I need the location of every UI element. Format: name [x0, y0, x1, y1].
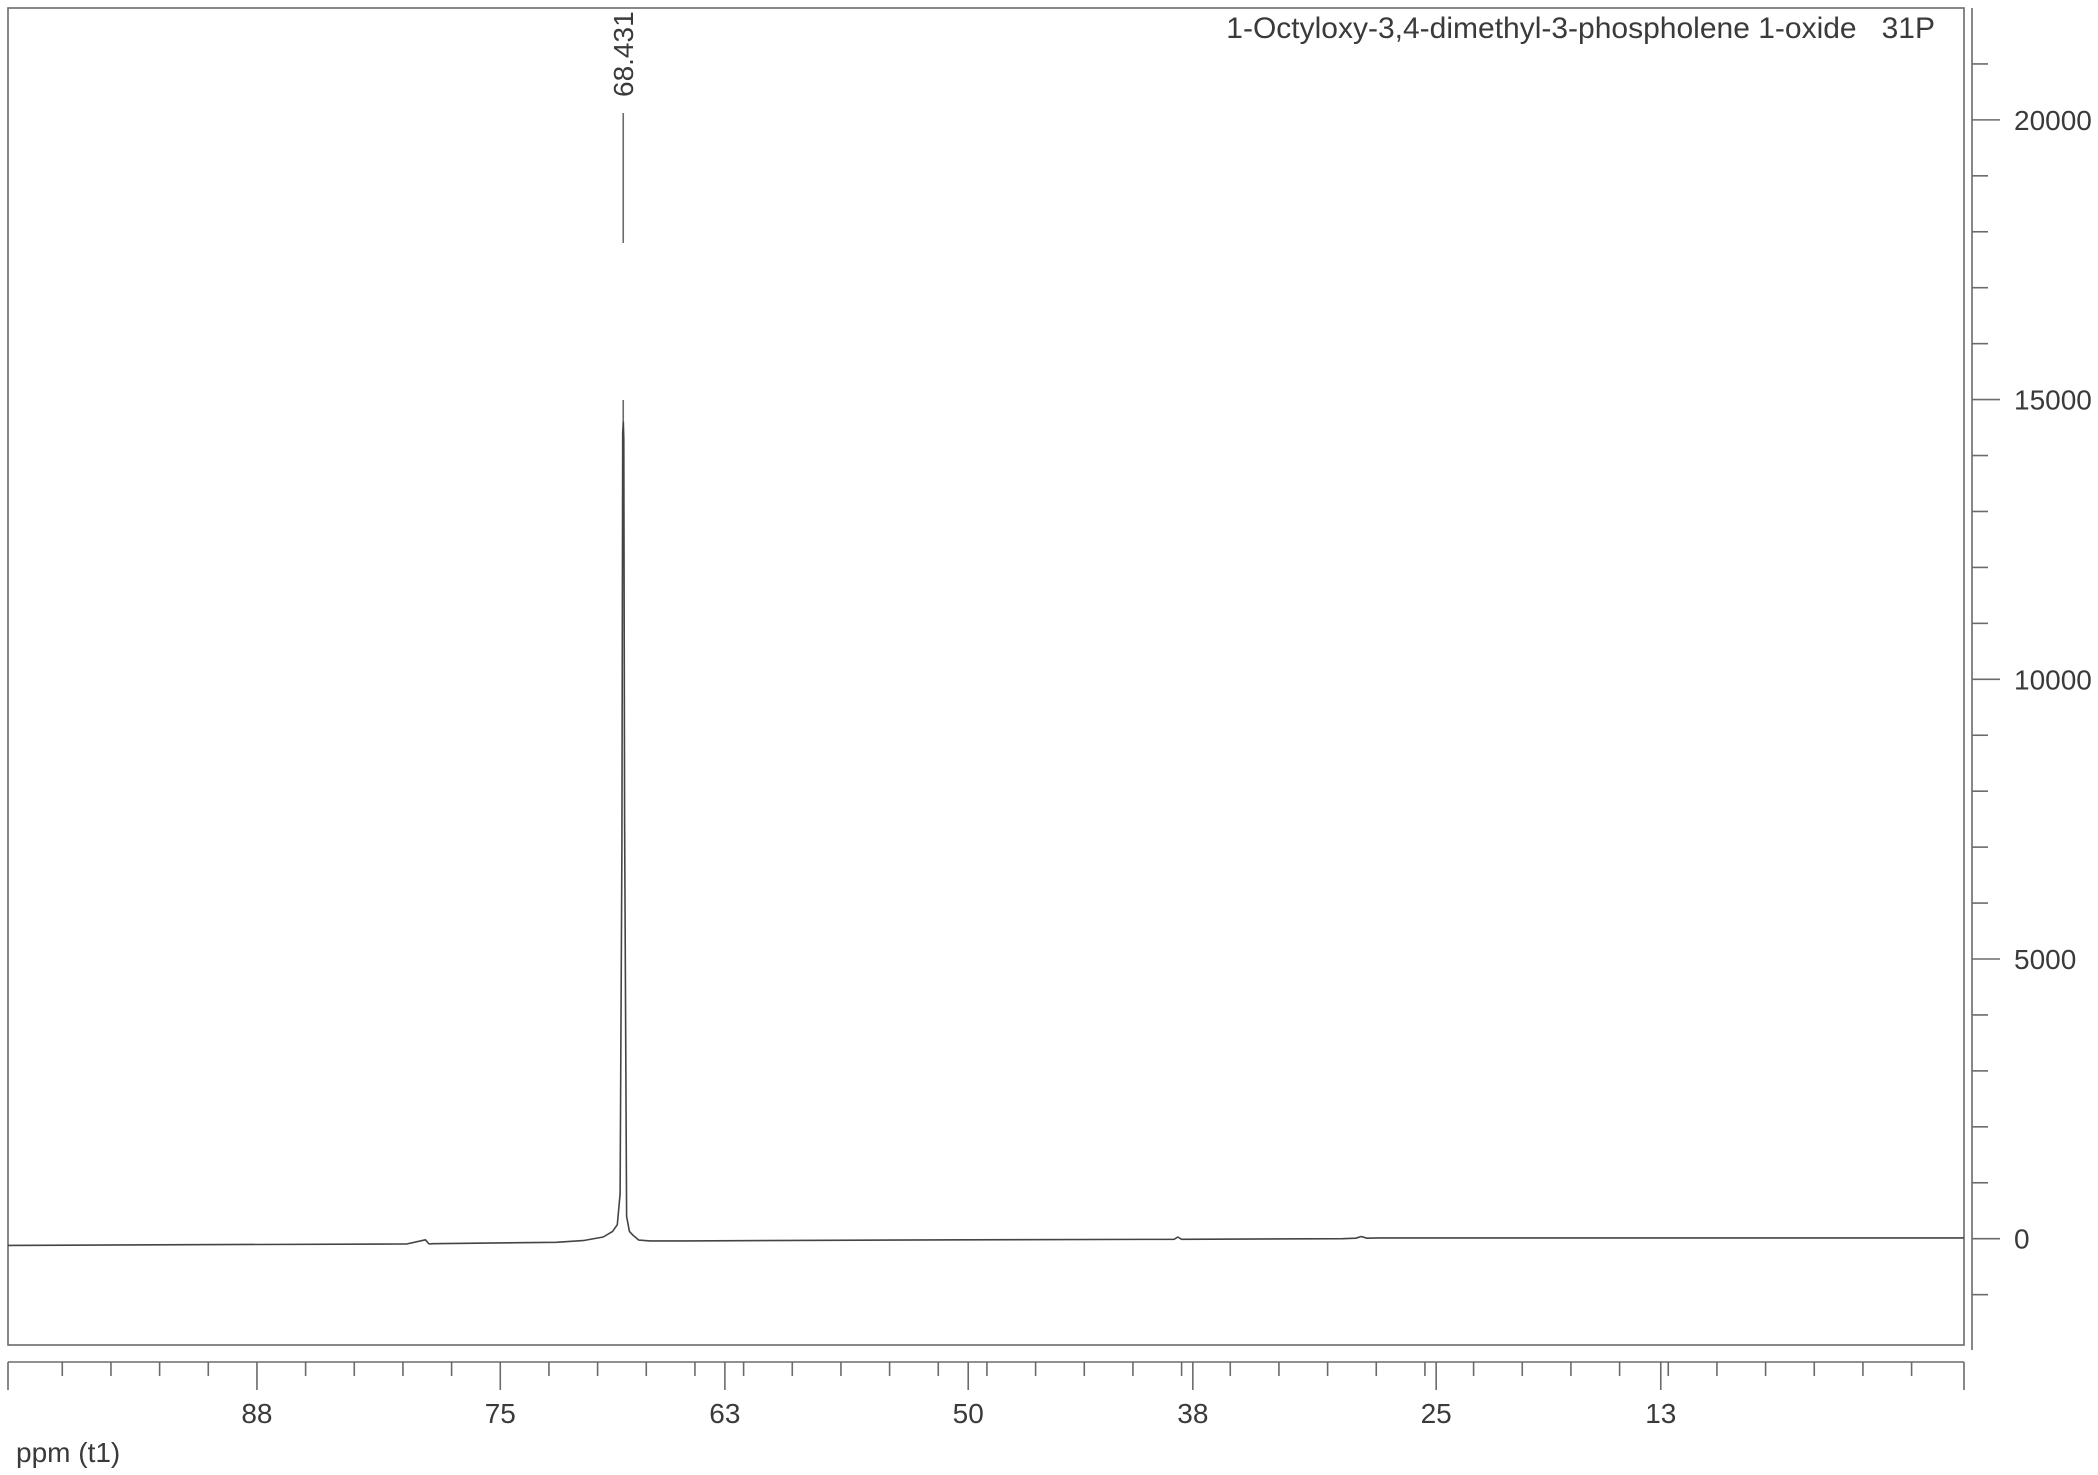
- y-axis-ticks: 0 5000 10000 15000 20000: [1972, 63, 2092, 1296]
- peak-labels: 68.431: [608, 11, 639, 425]
- x-tick-label: 25: [1421, 1398, 1452, 1429]
- peak-label: 68.431: [608, 11, 639, 97]
- y-tick-label: 10000: [2014, 664, 2092, 695]
- y-tick-label: 20000: [2014, 105, 2092, 136]
- x-tick-label: 63: [709, 1398, 740, 1429]
- y-tick-label: 15000: [2014, 385, 2092, 416]
- y-tick-label: 5000: [2014, 944, 2076, 975]
- x-axis: 88 75 63 50 38 25 13: [7, 1361, 1965, 1429]
- x-axis-ticks: 88 75 63 50 38 25 13: [61, 1362, 1913, 1429]
- chart-title: 1-Octyloxy-3,4-dimethyl-3-phospholene 1-…: [1226, 12, 1935, 45]
- x-tick-label: 50: [953, 1398, 984, 1429]
- y-axis: 0 5000 10000 15000 20000: [1971, 8, 2092, 1350]
- y-tick-label: 0: [2014, 1224, 2030, 1255]
- x-tick-label: 88: [241, 1398, 272, 1429]
- x-axis-label: ppm (t1): [16, 1437, 120, 1468]
- plot-frame: [7, 7, 1965, 1346]
- x-tick-label: 13: [1645, 1398, 1676, 1429]
- x-tick-label: 38: [1177, 1398, 1208, 1429]
- spectrum-series-line: [7, 421, 1964, 1247]
- x-tick-label: 75: [485, 1398, 516, 1429]
